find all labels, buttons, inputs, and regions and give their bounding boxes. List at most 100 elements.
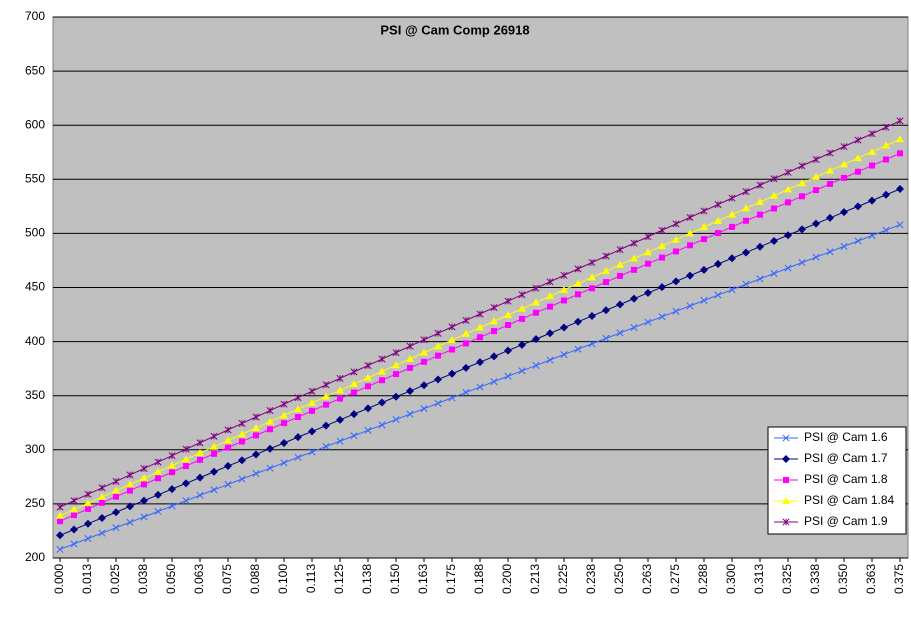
marker: [224, 462, 232, 471]
marker: [57, 518, 63, 525]
marker: [294, 453, 302, 461]
marker: [294, 394, 302, 402]
marker: [126, 518, 134, 526]
marker: [841, 174, 847, 181]
marker: [700, 207, 708, 215]
marker: [658, 283, 666, 292]
marker: [280, 438, 288, 447]
marker: [196, 491, 204, 499]
marker: [588, 340, 596, 348]
marker: [183, 463, 189, 470]
marker: [84, 490, 92, 498]
marker: [700, 223, 708, 231]
y-tick-label: 250: [25, 496, 45, 510]
x-tick-label: 0.350: [836, 564, 850, 594]
marker: [644, 233, 652, 241]
marker: [168, 485, 176, 494]
marker: [420, 348, 428, 356]
marker: [99, 499, 105, 506]
marker: [644, 318, 652, 326]
marker: [476, 358, 484, 367]
marker: [491, 328, 497, 335]
marker: [827, 180, 833, 187]
x-tick-label: 0.275: [668, 564, 682, 594]
marker: [336, 415, 344, 424]
marker: [182, 479, 190, 488]
marker: [743, 217, 749, 224]
marker: [463, 340, 469, 347]
marker: [210, 486, 218, 494]
marker: [365, 383, 371, 390]
marker: [546, 292, 554, 300]
marker: [378, 398, 386, 407]
marker: [448, 369, 456, 378]
marker: [770, 175, 778, 183]
marker: [449, 346, 455, 353]
marker: [266, 417, 274, 425]
marker: [448, 336, 456, 344]
x-tick-label: 0.175: [444, 564, 458, 594]
marker: [294, 433, 302, 442]
marker: [379, 377, 385, 384]
marker: [812, 155, 820, 164]
marker: [672, 220, 680, 228]
marker: [406, 342, 414, 350]
x-tick-label: 0.250: [612, 564, 626, 594]
marker: [196, 439, 204, 447]
marker: [392, 392, 400, 401]
marker: [686, 213, 694, 221]
marker: [141, 481, 147, 488]
marker: [434, 399, 442, 407]
marker: [672, 235, 680, 243]
marker: [56, 511, 64, 519]
marker: [882, 190, 890, 199]
marker: [504, 310, 512, 318]
x-tick-label: 0.025: [108, 564, 122, 594]
marker: [700, 296, 708, 305]
marker: [420, 381, 428, 390]
marker: [616, 260, 624, 268]
marker: [546, 278, 554, 286]
marker: [812, 253, 820, 261]
marker: [783, 477, 789, 483]
marker: [896, 135, 904, 143]
marker: [434, 342, 442, 350]
marker: [532, 361, 540, 369]
marker: [798, 179, 806, 187]
marker: [673, 248, 679, 255]
marker: [420, 336, 428, 344]
marker: [266, 464, 274, 472]
marker: [782, 455, 790, 463]
marker: [840, 160, 848, 168]
marker: [546, 356, 554, 364]
marker: [784, 185, 792, 193]
marker: [112, 477, 120, 485]
marker: [98, 484, 106, 492]
x-tick-label: 0.300: [724, 564, 738, 594]
marker: [616, 300, 624, 309]
x-tick-label: 0.263: [640, 564, 654, 594]
marker: [782, 497, 790, 504]
marker: [224, 480, 232, 488]
marker: [336, 386, 344, 394]
marker: [672, 277, 680, 286]
marker: [882, 123, 890, 131]
marker: [336, 437, 344, 445]
x-tick-label: 0.163: [416, 564, 430, 594]
marker: [560, 351, 568, 359]
marker: [868, 232, 876, 240]
marker: [869, 162, 875, 169]
marker: [896, 117, 904, 125]
marker: [490, 378, 498, 386]
marker: [631, 266, 637, 273]
marker: [308, 398, 316, 406]
marker: [756, 181, 764, 189]
marker: [644, 248, 652, 256]
marker: [98, 513, 106, 522]
marker: [182, 497, 190, 505]
x-tick-label: 0.013: [80, 564, 94, 594]
marker: [168, 461, 176, 469]
marker: [70, 540, 78, 548]
marker: [182, 455, 190, 463]
marker: [672, 307, 680, 315]
